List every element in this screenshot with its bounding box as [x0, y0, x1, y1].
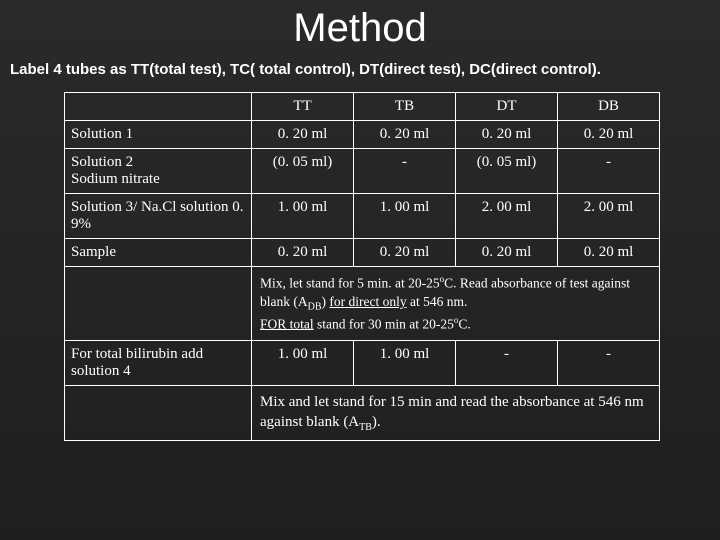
table-row: Solution 3/ Na.Cl solution 0. 9% 1. 00 m…	[65, 194, 660, 239]
note-blank	[65, 267, 252, 341]
note-text-1: Mix, let stand for 5 min. at 20-25oC. Re…	[252, 267, 660, 341]
col-header: TB	[354, 93, 456, 121]
cell: 0. 20 ml	[456, 121, 558, 149]
table-header-row: TT TB DT DB	[65, 93, 660, 121]
note-row-2: Mix and let stand for 15 min and read th…	[65, 385, 660, 441]
table-row: Sample 0. 20 ml 0. 20 ml 0. 20 ml 0. 20 …	[65, 239, 660, 267]
cell: 1. 00 ml	[252, 194, 354, 239]
cell: 0. 20 ml	[456, 239, 558, 267]
cell: 1. 00 ml	[354, 340, 456, 385]
cell: 0. 20 ml	[558, 239, 660, 267]
cell: 2. 00 ml	[558, 194, 660, 239]
table-row: Solution 1 0. 20 ml 0. 20 ml 0. 20 ml 0.…	[65, 121, 660, 149]
cell: 0. 20 ml	[252, 239, 354, 267]
col-header: DT	[456, 93, 558, 121]
col-header: TT	[252, 93, 354, 121]
note-row-1: Mix, let stand for 5 min. at 20-25oC. Re…	[65, 267, 660, 341]
cell: -	[558, 340, 660, 385]
cell: 0. 20 ml	[354, 239, 456, 267]
intro-text: Label 4 tubes as TT(total test), TC( tot…	[0, 57, 720, 92]
method-table: TT TB DT DB Solution 1 0. 20 ml 0. 20 ml…	[64, 92, 660, 441]
cell: 0. 20 ml	[558, 121, 660, 149]
header-blank	[65, 93, 252, 121]
cell: -	[456, 340, 558, 385]
row-label: For total bilirubin add solution 4	[65, 340, 252, 385]
row-label: Solution 3/ Na.Cl solution 0. 9%	[65, 194, 252, 239]
cell: -	[354, 149, 456, 194]
table-container: TT TB DT DB Solution 1 0. 20 ml 0. 20 ml…	[0, 92, 720, 441]
table-row: For total bilirubin add solution 4 1. 00…	[65, 340, 660, 385]
row-label: Solution 2 Sodium nitrate	[65, 149, 252, 194]
table-row: Solution 2 Sodium nitrate (0. 05 ml) - (…	[65, 149, 660, 194]
row-label: Solution 1	[65, 121, 252, 149]
cell: 0. 20 ml	[354, 121, 456, 149]
cell: 2. 00 ml	[456, 194, 558, 239]
cell: 1. 00 ml	[252, 340, 354, 385]
col-header: DB	[558, 93, 660, 121]
cell: (0. 05 ml)	[252, 149, 354, 194]
note-blank	[65, 385, 252, 441]
cell: -	[558, 149, 660, 194]
slide-title: Method	[0, 0, 720, 57]
note-text-2: Mix and let stand for 15 min and read th…	[252, 385, 660, 441]
row-label: Sample	[65, 239, 252, 267]
cell: 1. 00 ml	[354, 194, 456, 239]
cell: 0. 20 ml	[252, 121, 354, 149]
cell: (0. 05 ml)	[456, 149, 558, 194]
